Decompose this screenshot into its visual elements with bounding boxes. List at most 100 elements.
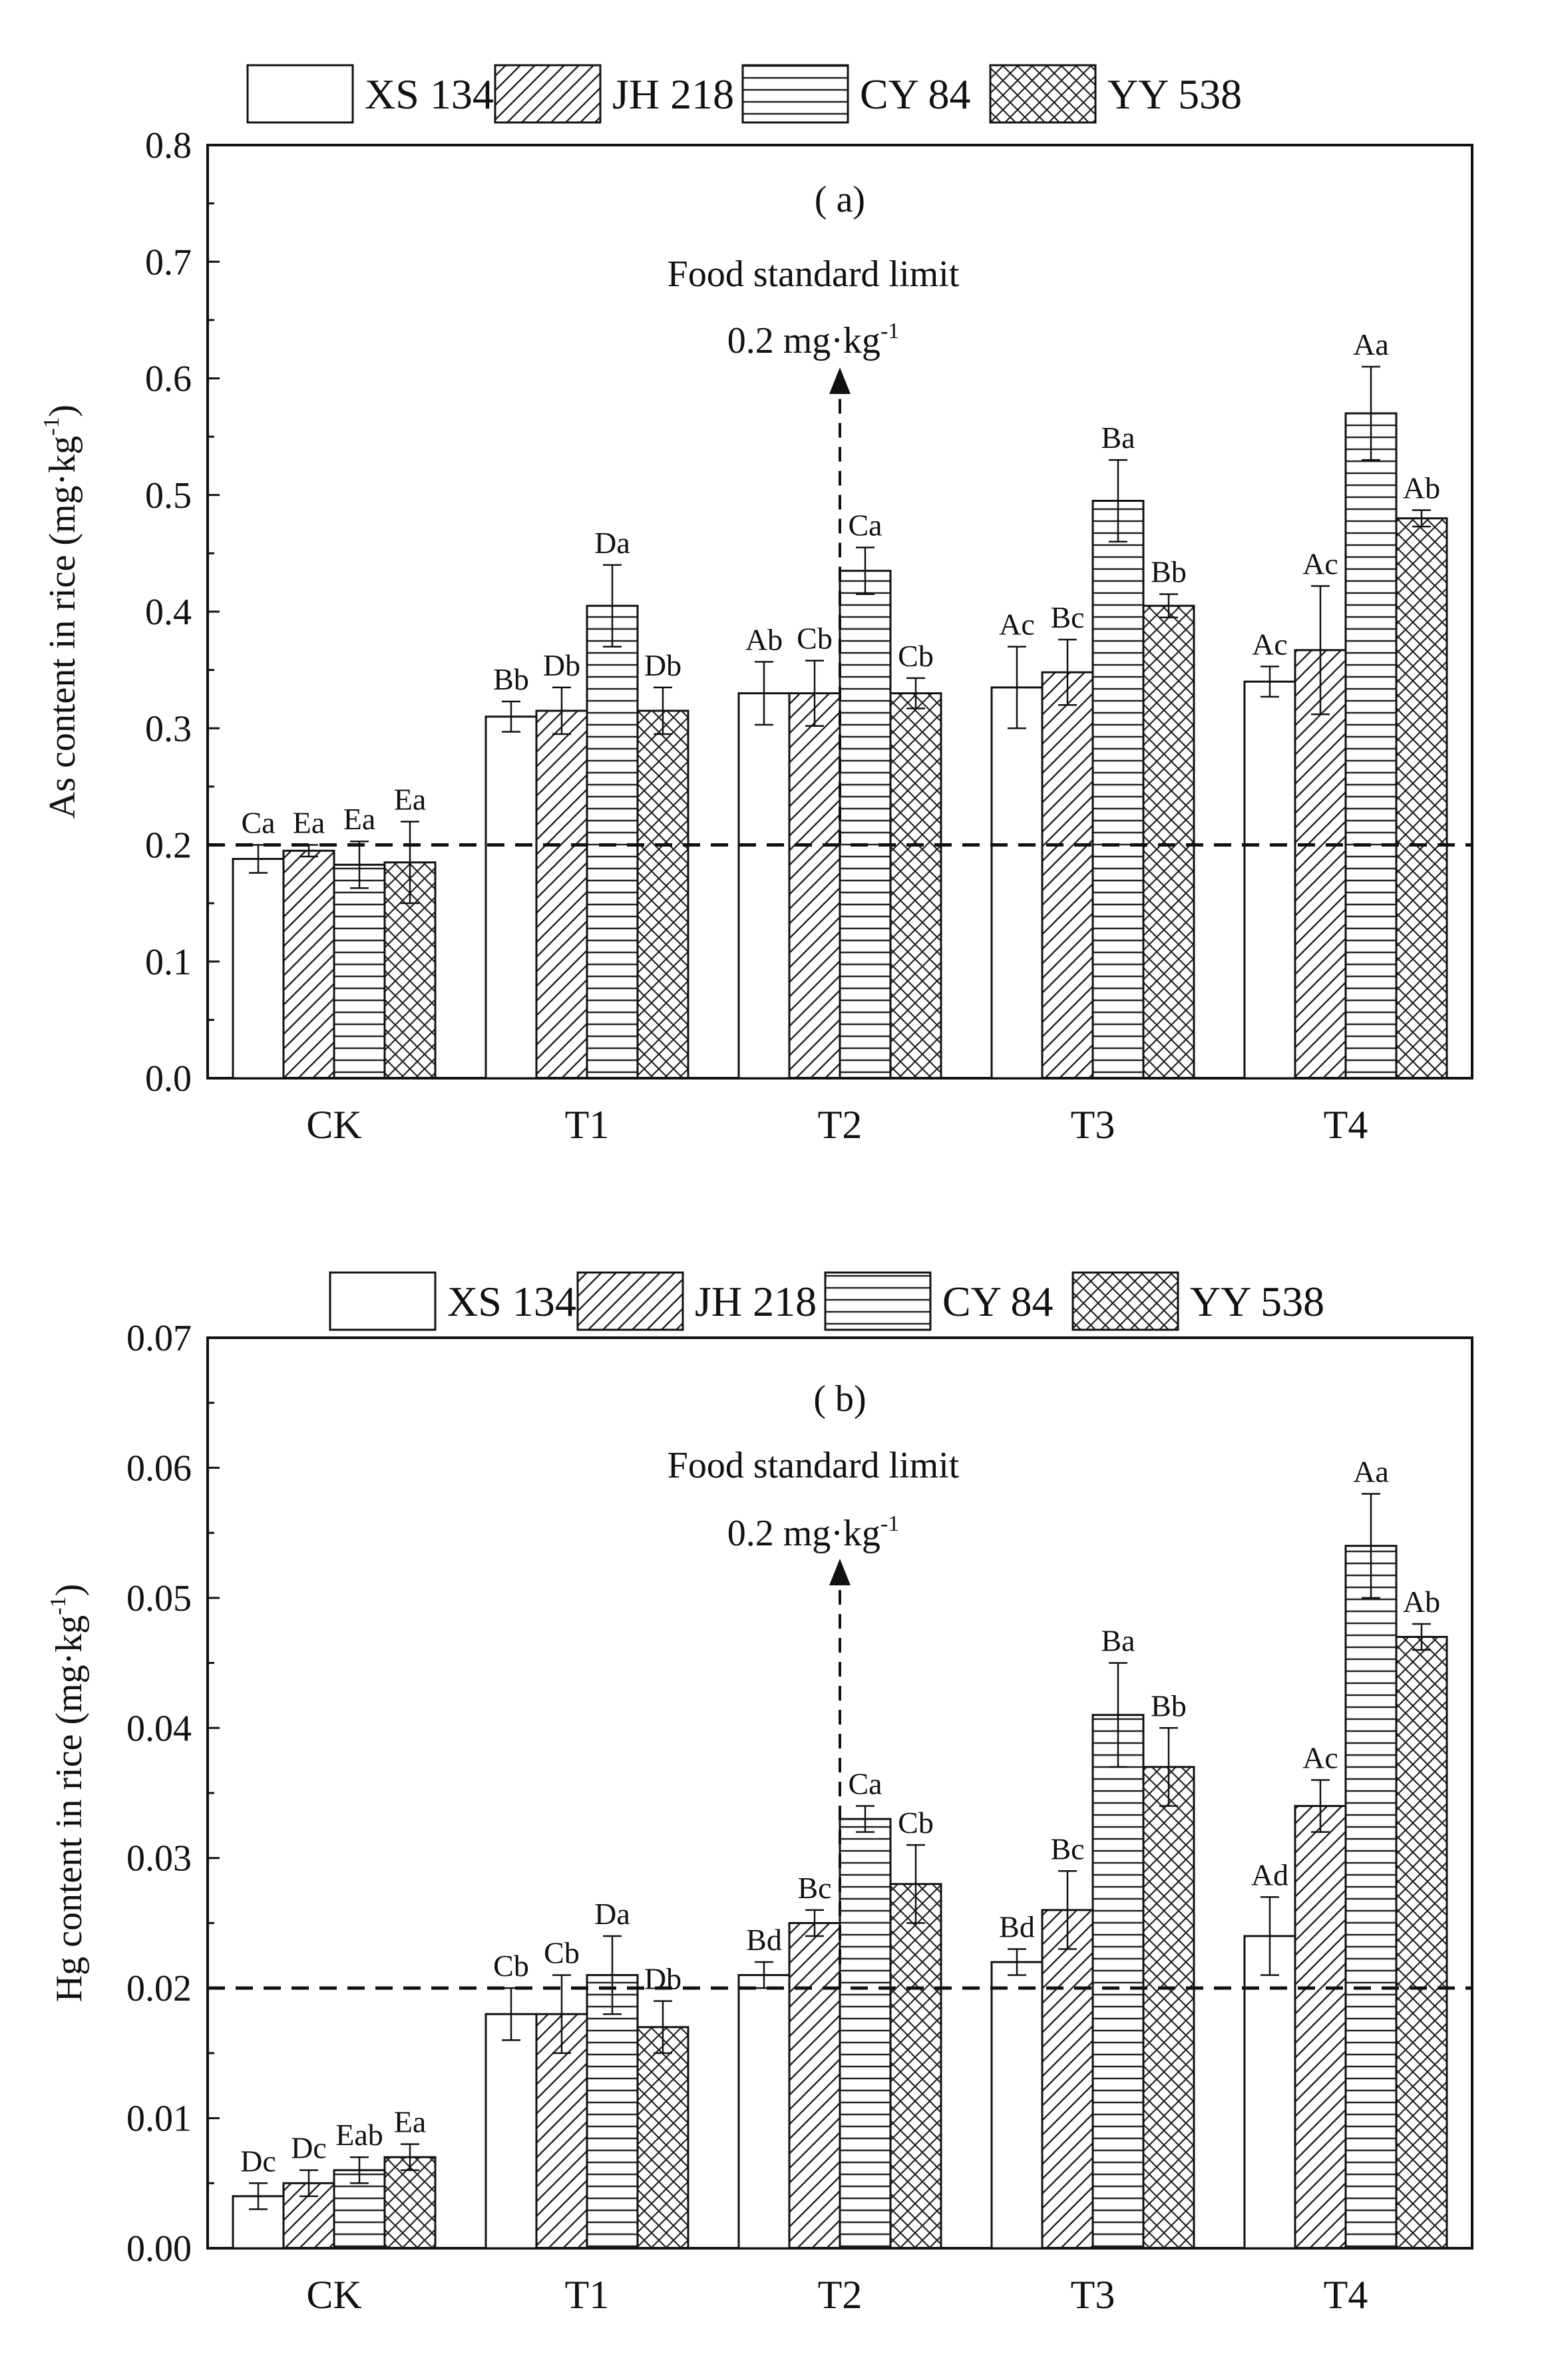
x-category-label: T3 — [1071, 2273, 1115, 2317]
y-tick-label: 0.03 — [126, 1838, 192, 1880]
annotation-arrowhead — [829, 367, 851, 394]
y-axis-label-sup: -1 — [46, 1596, 71, 1615]
significance-label: Ca — [848, 508, 882, 542]
significance-label: Dc — [240, 2144, 276, 2178]
bar — [1091, 1714, 1145, 2250]
annotation-line2: 0.2 mg·kg-1 — [727, 1511, 900, 1554]
x-category-label: T4 — [1324, 1103, 1368, 1147]
y-axis-label: Hg content in rice (mg·kg-1) — [46, 1584, 90, 2003]
significance-label: Ac — [1302, 1740, 1338, 1774]
significance-label: Da — [594, 526, 630, 560]
y-tick-label: 0.6 — [145, 359, 192, 400]
bar — [788, 1921, 841, 2250]
y-tick-label: 0.8 — [145, 125, 192, 166]
x-category-label: T1 — [565, 2273, 610, 2317]
legend-label: XS 134 — [447, 1278, 576, 1325]
y-tick-label: 0.01 — [126, 2098, 192, 2140]
bar — [232, 858, 285, 1080]
significance-label: Bd — [746, 1923, 782, 1957]
annotation-line2-sup: -1 — [880, 1511, 899, 1536]
significance-label: Cb — [898, 1806, 934, 1840]
significance-label: Ab — [1403, 1585, 1440, 1619]
significance-label: Aa — [1353, 1455, 1389, 1489]
significance-label: Ac — [1302, 546, 1338, 580]
bar — [636, 709, 689, 1080]
significance-label: Ac — [999, 608, 1035, 642]
bar — [484, 715, 538, 1080]
bar — [586, 604, 639, 1080]
legend-label: CY 84 — [942, 1278, 1054, 1325]
legend-swatch — [494, 64, 602, 124]
legend-swatch — [824, 1271, 932, 1331]
y-tick-label: 0.1 — [145, 942, 192, 983]
y-tick-label: 0.05 — [126, 1578, 192, 1619]
significance-label: Cb — [493, 1949, 529, 1983]
bar — [839, 570, 892, 1080]
legend-label: YY 538 — [1107, 71, 1242, 118]
panel-label: ( b) — [813, 1378, 866, 1420]
annotation-line1: Food standard limit — [668, 254, 960, 295]
y-tick-label: 0.06 — [126, 1448, 192, 1489]
significance-label: Bb — [493, 662, 529, 696]
bar — [1142, 1766, 1195, 2250]
x-category-label: T1 — [565, 1103, 610, 1147]
legend-label: XS 134 — [365, 71, 494, 118]
x-category-label: T2 — [818, 1103, 863, 1147]
significance-label: Bb — [1151, 1688, 1187, 1722]
y-axis-label: As content in rice (mg·kg-1) — [39, 405, 83, 819]
significance-label: Ab — [745, 622, 783, 656]
bar — [1395, 1635, 1448, 2250]
bar — [1243, 680, 1296, 1080]
significance-label: Ca — [848, 1767, 882, 1801]
panel-a: 0.0 0.1 0.2 0.3 0.4 0.5 0.6 0.7 0.8 CK T1 T2 T3 T4 Ca B… — [39, 64, 1473, 1147]
bar — [1243, 1935, 1296, 2250]
significance-label: Ba — [1101, 1624, 1135, 1658]
panel-b: 0.00 0.01 0.02 0.03 0.04 0.05 0.06 0.07 CK T1 T2 T3… — [46, 1271, 1473, 2317]
legend-swatch — [329, 1271, 437, 1331]
y-tick-label: 0.3 — [145, 708, 192, 749]
bar — [737, 1974, 791, 2250]
significance-label: Ea — [343, 802, 376, 836]
legend-label: YY 538 — [1190, 1278, 1324, 1325]
legend: XS 134 JH 218 CY 84 YY 538 — [329, 1271, 1324, 1331]
bar — [1142, 604, 1195, 1080]
bar — [636, 2026, 689, 2250]
y-tick-label: 0.2 — [145, 825, 192, 867]
significance-label: Db — [644, 648, 681, 682]
significance-label: Ea — [293, 806, 325, 840]
legend-label: CY 84 — [860, 71, 971, 118]
legend-label: JH 218 — [695, 1278, 817, 1325]
significance-label: Da — [594, 1897, 630, 1931]
legend-label: JH 218 — [612, 71, 734, 118]
bar — [1344, 412, 1398, 1080]
bar — [737, 692, 791, 1080]
y-axis-label-sup: -1 — [39, 417, 64, 435]
bar — [1294, 1805, 1347, 2250]
significance-label: Ba — [1101, 421, 1135, 455]
bar — [889, 1883, 942, 2250]
x-category-label: T3 — [1071, 1103, 1115, 1147]
annotation-line2: 0.2 mg·kg-1 — [727, 319, 900, 361]
bar — [282, 849, 335, 1080]
annotation-line2-main: 0.2 mg·kg — [727, 1513, 880, 1554]
legend-swatch — [989, 64, 1097, 124]
bar — [1344, 1545, 1398, 2250]
bar — [1091, 500, 1145, 1080]
annotation-line2-main: 0.2 mg·kg — [727, 320, 880, 361]
panel-label: ( a) — [815, 179, 865, 220]
y-axis-label-close: ) — [42, 405, 83, 417]
significance-label: Bc — [797, 1871, 831, 1905]
significance-label: Ca — [241, 806, 275, 840]
legend-swatch — [576, 1271, 684, 1331]
significance-label: Db — [543, 648, 580, 682]
legend: XS 134 JH 218 CY 84 YY 538 — [246, 64, 1242, 124]
significance-label: Ad — [1251, 1858, 1288, 1891]
significance-label: Ea — [394, 782, 427, 816]
significance-label: Bd — [999, 1910, 1035, 1944]
significance-label: Aa — [1353, 327, 1389, 361]
y-tick-label: 0.4 — [145, 592, 192, 633]
bar — [990, 686, 1044, 1080]
bar — [839, 1818, 892, 2250]
significance-label: Db — [644, 1962, 681, 1996]
significance-label: Ab — [1403, 471, 1440, 505]
